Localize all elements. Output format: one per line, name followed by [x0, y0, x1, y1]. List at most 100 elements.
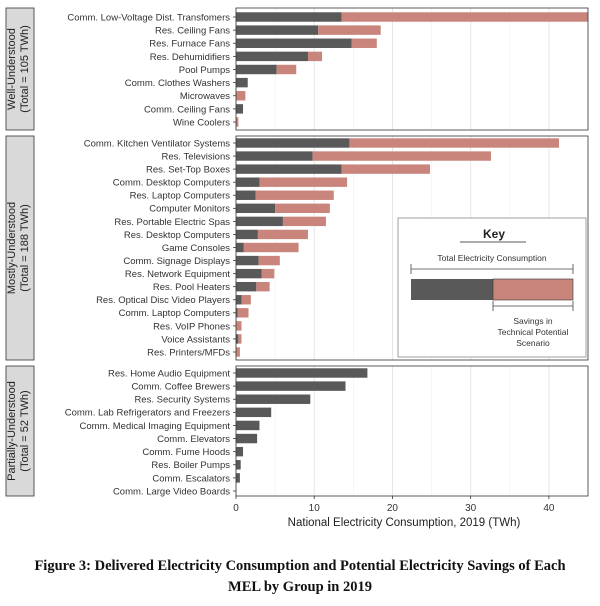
category-label: Res. Set-Top Boxes — [146, 165, 230, 176]
consumption-bar — [236, 255, 259, 266]
x-tick-label: 40 — [543, 503, 555, 514]
consumption-bar — [236, 242, 244, 253]
category-label: Res. Furnace Fans — [149, 39, 230, 50]
savings-bar — [341, 164, 430, 174]
x-tick-label: 20 — [387, 503, 399, 514]
x-axis-label: National Electricity Consumption, 2019 (… — [288, 517, 521, 529]
consumption-bar — [236, 177, 260, 187]
panel-border — [235, 7, 589, 131]
consumption-bar — [236, 281, 257, 292]
category-label: Comm. Ceiling Fans — [144, 104, 230, 115]
category-label: Res. Portable Electric Spas — [114, 217, 230, 228]
category-label: Res. Optical Disc Video Players — [96, 295, 230, 306]
consumption-bar — [236, 203, 276, 214]
category-label: Comm. Laptop Computers — [119, 308, 231, 319]
category-label: Comm. Kitchen Ventilator Systems — [84, 138, 230, 149]
consumption-bar — [236, 460, 241, 470]
group-label-line-2: (Total = 188 TWh) — [19, 204, 31, 292]
savings-bar — [318, 25, 381, 35]
figure-caption: Figure 3: Delivered Electricity Consumpt… — [0, 556, 600, 598]
savings-bar — [349, 138, 560, 148]
consumption-bar — [236, 151, 313, 161]
group-strip — [5, 365, 35, 497]
category-label: Comm. Signage Displays — [123, 256, 230, 267]
savings-bar — [255, 190, 334, 200]
group-label-line-1: Mostly-Understood — [6, 202, 18, 294]
category-label: Res. Laptop Computers — [130, 191, 231, 202]
x-tick-label: 30 — [465, 503, 477, 514]
category-label: Res. Ceiling Fans — [155, 26, 230, 37]
consumption-bar — [236, 407, 272, 418]
category-label: Res. Printers/MFDs — [147, 347, 230, 358]
consumption-bar — [236, 64, 277, 75]
group-strip — [5, 7, 35, 131]
category-label: Wine Coolers — [173, 117, 230, 128]
category-label: Comm. Escalators — [152, 473, 230, 484]
key-title: Key — [483, 227, 505, 241]
category-label: Res. Desktop Computers — [124, 230, 230, 241]
category-label: Pool Pumps — [179, 65, 230, 76]
savings-bar — [341, 12, 588, 22]
key-savings-label-line: Scenario — [516, 338, 550, 348]
consumption-bar — [236, 446, 244, 457]
savings-bar — [243, 242, 299, 253]
caption-line-1: Figure 3: Delivered Electricity Consumpt… — [34, 558, 566, 574]
key-savings-label-line: Savings in — [513, 316, 552, 326]
category-label: Res. Televisions — [162, 151, 231, 162]
key-total-label: Total Electricity Consumption — [437, 253, 546, 263]
category-label: Comm. Desktop Computers — [113, 178, 230, 189]
consumption-bar — [236, 216, 283, 227]
consumption-bar — [236, 51, 308, 62]
savings-bar — [275, 203, 330, 214]
group-strip — [5, 135, 35, 361]
savings-bar — [261, 268, 275, 279]
category-label: Computer Monitors — [149, 204, 230, 215]
consumption-bar — [236, 138, 350, 148]
consumption-bar — [236, 38, 352, 48]
savings-bar — [351, 38, 377, 48]
savings-bar — [236, 347, 240, 357]
consumption-bar — [236, 295, 242, 305]
consumption-bar — [236, 381, 346, 391]
consumption-bar — [236, 308, 238, 318]
savings-bar — [257, 229, 308, 240]
category-label: Voice Assistants — [161, 334, 230, 345]
category-label: Comm. Large Video Boards — [113, 486, 230, 497]
category-label: Comm. Coffee Brewers — [131, 382, 230, 393]
category-label: Res. Security Systems — [134, 395, 230, 406]
key-savings-swatch — [492, 278, 574, 301]
group-label-line-2: (Total = 105 TWh) — [19, 25, 31, 113]
consumption-bar — [236, 77, 248, 88]
savings-bar — [236, 117, 239, 127]
savings-bar — [256, 281, 270, 292]
consumption-bar — [236, 164, 342, 174]
x-tick-label: 10 — [309, 503, 321, 514]
category-label: Microwaves — [180, 91, 230, 102]
panel-border — [235, 365, 589, 497]
key-consumption-swatch — [411, 279, 493, 300]
category-label: Comm. Clothes Washers — [125, 78, 230, 89]
savings-bar — [307, 51, 323, 62]
savings-bar — [238, 334, 242, 344]
chart: Well-Understood (Total = 105 TWh) Comm. Lo… — [5, 7, 589, 529]
category-label: Res. Home Audio Equipment — [108, 368, 230, 379]
key-savings-label-line: Technical Potential — [498, 327, 569, 337]
savings-bar — [282, 216, 326, 227]
group-label-line-1: Partially-Understood — [6, 381, 18, 481]
category-label: Comm. Elevators — [157, 434, 230, 445]
category-label: Comm. Low-Voltage Dist. Transfomers — [67, 12, 230, 23]
savings-bar — [259, 177, 348, 187]
x-tick-label: 0 — [233, 503, 239, 514]
category-label: Comm. Fume Hoods — [142, 447, 230, 458]
caption-line-2: MEL by Group in 2019 — [228, 579, 372, 595]
category-label: Game Consoles — [162, 243, 230, 254]
consumption-bar — [236, 368, 368, 378]
consumption-bar — [236, 190, 256, 200]
category-label: Res. Dehumidifiers — [150, 52, 230, 63]
category-label: Res. Pool Heaters — [153, 282, 230, 293]
consumption-bar — [236, 25, 319, 35]
savings-bar — [276, 64, 297, 75]
consumption-bar — [236, 229, 258, 240]
group-label-line-1: Well-Understood — [6, 28, 18, 110]
panel-border — [235, 135, 589, 361]
